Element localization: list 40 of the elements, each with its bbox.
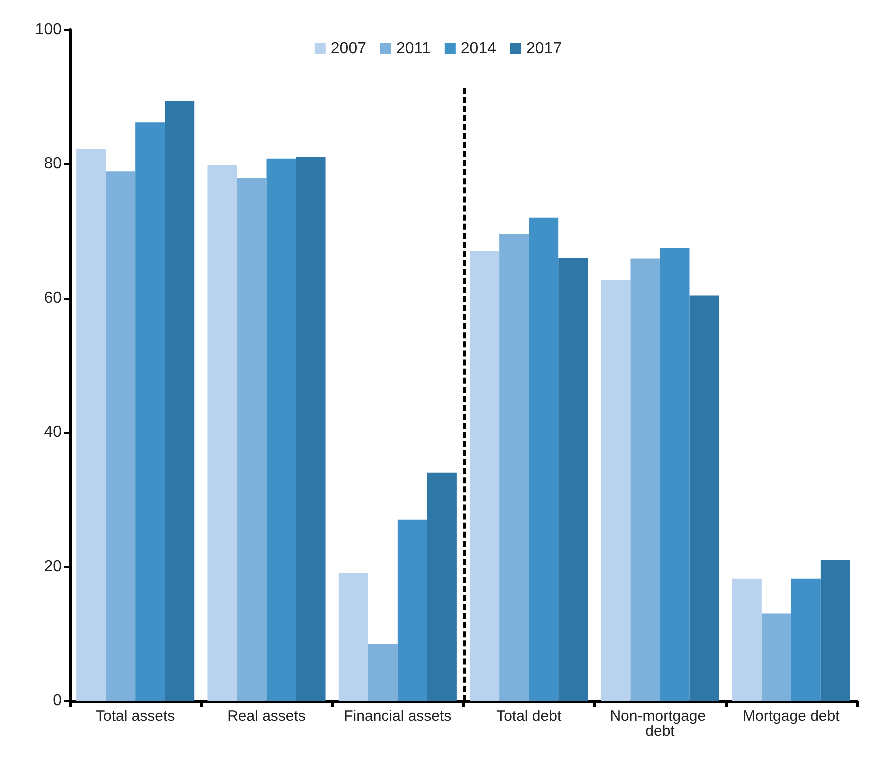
x-tick-label: Mortgage debt (743, 708, 841, 725)
bar (791, 578, 821, 701)
bar (690, 296, 720, 701)
bar (76, 149, 106, 701)
bar (208, 166, 238, 701)
bar (500, 234, 530, 701)
bar (106, 172, 136, 701)
bar (558, 258, 588, 701)
x-tick-label: Total assets (96, 708, 176, 725)
x-tick-label: Non-mortgage debt (610, 708, 710, 740)
bar (165, 101, 195, 701)
bar (762, 614, 792, 701)
y-tick-label: 20 (44, 558, 62, 576)
y-tick-label: 100 (35, 22, 62, 38)
bar (470, 251, 500, 701)
bar (237, 178, 267, 701)
bar (630, 258, 660, 701)
bar (296, 157, 326, 701)
bar (427, 472, 457, 701)
bar (398, 520, 428, 701)
bar (820, 560, 850, 701)
legend-label: 2007 (330, 40, 367, 58)
bar (601, 280, 631, 701)
y-tick-label: 60 (44, 290, 62, 307)
legend-label: 2017 (526, 40, 562, 58)
y-tick-label: 40 (44, 424, 62, 442)
y-tick-label: 0 (53, 692, 62, 710)
y-tick-label: 80 (44, 156, 62, 173)
legend-label: 2011 (396, 40, 432, 58)
bar (660, 248, 690, 701)
bar (529, 218, 559, 701)
bar (266, 158, 296, 701)
x-tick-label: Real assets (228, 708, 306, 725)
bar (338, 574, 368, 701)
bar (368, 644, 398, 701)
bar (136, 122, 166, 701)
x-tick-label: Total debt (496, 708, 562, 725)
bar (732, 578, 762, 701)
x-tick-label: Financial assets (344, 708, 452, 725)
legend-label: 2014 (460, 40, 497, 58)
